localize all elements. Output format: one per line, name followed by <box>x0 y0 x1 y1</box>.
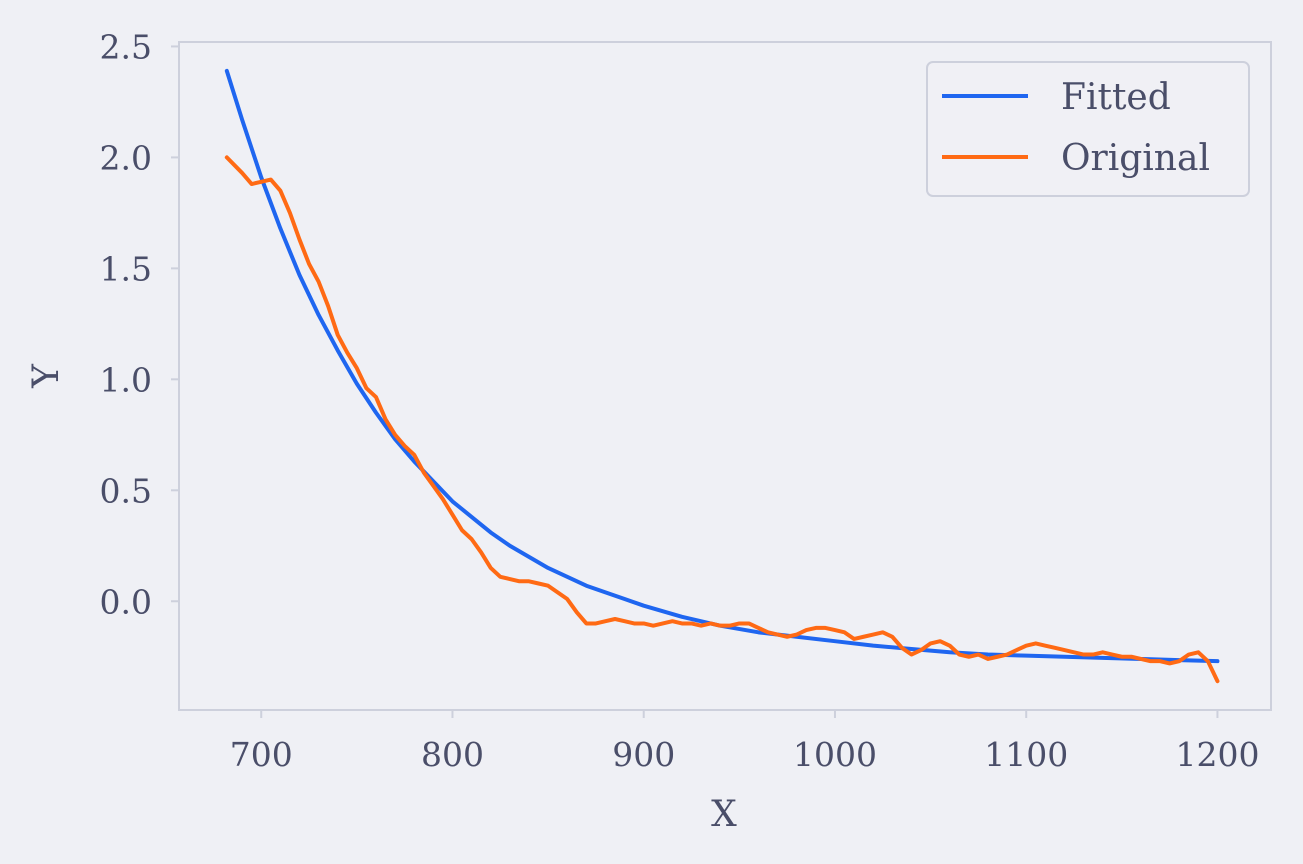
y-axis: 0.0 0.5 1.0 1.5 2.0 2.5 <box>100 27 179 621</box>
y-axis-label: Y <box>26 363 67 389</box>
x-tick-label: 700 <box>230 735 293 774</box>
y-tick-label: 2.5 <box>100 27 152 66</box>
y-tick-label: 2.0 <box>100 138 152 177</box>
y-tick-label: 0.5 <box>100 471 152 510</box>
x-tick-label: 1100 <box>984 735 1068 774</box>
series-line-original <box>224 155 1220 684</box>
x-axis: 700 800 900 1000 1100 1200 <box>230 710 1259 774</box>
y-tick-label: 1.5 <box>100 249 152 288</box>
legend: Fitted Original <box>926 61 1250 197</box>
plot-frame <box>178 41 1272 711</box>
x-tick-label: 800 <box>421 735 484 774</box>
legend-label-original: Original <box>1061 138 1210 179</box>
x-tick-label: 1200 <box>1175 735 1259 774</box>
x-tick-label: 1000 <box>793 735 877 774</box>
y-tick-label: 0.0 <box>100 582 152 621</box>
legend-label-fitted: Fitted <box>1061 77 1171 118</box>
y-tick-label: 1.0 <box>100 360 152 399</box>
series-layer <box>224 68 1220 684</box>
x-tick-label: 900 <box>612 735 675 774</box>
x-axis-label: X <box>711 794 737 835</box>
